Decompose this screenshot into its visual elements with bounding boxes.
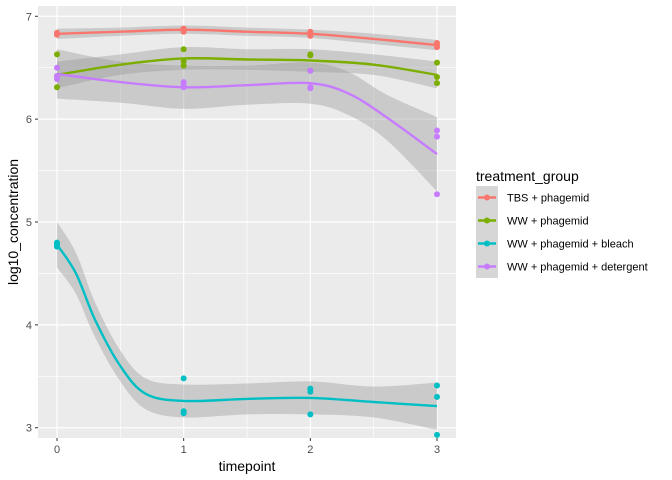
y-tick-label: 3 <box>26 423 32 435</box>
smooth-line-tbs-phagemid <box>56 28 438 47</box>
band-ww-phagemid <box>57 46 437 89</box>
point-ww-phagemid <box>180 58 187 65</box>
smooth-line-ww-phagemid-bleach <box>55 243 438 408</box>
point-ww-phagemid-detergent <box>307 84 314 91</box>
y-tick-label: 6 <box>26 114 32 126</box>
point-ww-phagemid-detergent <box>434 133 440 140</box>
point-ww-phagemid-bleach <box>180 408 187 415</box>
y-tick-label: 4 <box>26 320 32 332</box>
legend-label-ww-phagemid: WW + phagemid <box>507 216 589 228</box>
point-tbs-phagemid <box>307 28 314 35</box>
point-ww-phagemid <box>434 59 440 66</box>
legend-key-point-ww-phagemid-bleach <box>484 240 490 247</box>
point-ww-phagemid-bleach <box>54 239 60 246</box>
axis-ticks: 3 4 5 6 7 0 1 2 3 <box>26 11 440 456</box>
x-tick-label: 0 <box>54 444 60 456</box>
point-ww-phagemid-bleach <box>434 382 440 389</box>
x-axis-title: timepoint <box>219 458 276 474</box>
legend-key-point-ww-phagemid <box>484 217 490 224</box>
legend-label-ww-phagemid-bleach: WW + phagemid + bleach <box>507 239 634 251</box>
point-ww-phagemid <box>434 80 440 87</box>
legend-label-tbs-phagemid: TBS + phagemid <box>507 193 589 205</box>
point-ww-phagemid <box>307 51 314 58</box>
point-ww-phagemid-bleach <box>307 411 314 418</box>
point-ww-phagemid-detergent <box>54 64 60 71</box>
legend-key-point-tbs-phagemid <box>484 194 490 201</box>
point-ww-phagemid <box>434 73 440 80</box>
band-ww-phagemid-bleach <box>57 222 437 430</box>
point-ww-phagemid-bleach <box>180 375 187 382</box>
point-ww-phagemid-bleach <box>434 431 440 438</box>
point-ww-phagemid <box>180 46 187 53</box>
legend-label-ww-phagemid-detergent: WW + phagemid + detergent <box>507 262 648 274</box>
point-ww-phagemid-bleach <box>434 393 440 400</box>
point-ww-phagemid-bleach <box>307 385 314 392</box>
legend-key-point-ww-phagemid-detergent <box>484 263 490 270</box>
band-tbs-phagemid <box>57 25 437 51</box>
y-tick-label: 5 <box>26 217 32 229</box>
point-ww-phagemid <box>54 51 60 58</box>
x-tick-label: 1 <box>181 444 187 456</box>
legend: treatment_group TBS + phagemid WW + phage… <box>476 168 648 278</box>
point-ww-phagemid-detergent <box>434 191 440 198</box>
point-ww-phagemid-detergent <box>434 127 440 134</box>
smooth-lines <box>55 28 438 408</box>
point-ww-phagemid-detergent <box>307 67 314 74</box>
point-tbs-phagemid <box>180 25 187 32</box>
point-tbs-phagemid <box>54 29 60 36</box>
x-tick-label: 2 <box>307 444 313 456</box>
point-tbs-phagemid <box>434 40 440 47</box>
y-axis-title: log10_concentration <box>5 159 21 285</box>
legend-title: treatment_group <box>476 168 579 184</box>
point-ww-phagemid-detergent <box>54 72 60 79</box>
data-points <box>54 25 440 438</box>
point-ww-phagemid <box>54 84 60 91</box>
smooth-line-ww-phagemid <box>56 57 438 77</box>
point-ww-phagemid-detergent <box>180 79 187 86</box>
point-ww-phagemid <box>180 62 187 69</box>
smooth-line-ww-phagemid-detergent <box>56 72 438 156</box>
x-tick-label: 3 <box>434 444 440 456</box>
y-tick-label: 7 <box>26 11 32 23</box>
